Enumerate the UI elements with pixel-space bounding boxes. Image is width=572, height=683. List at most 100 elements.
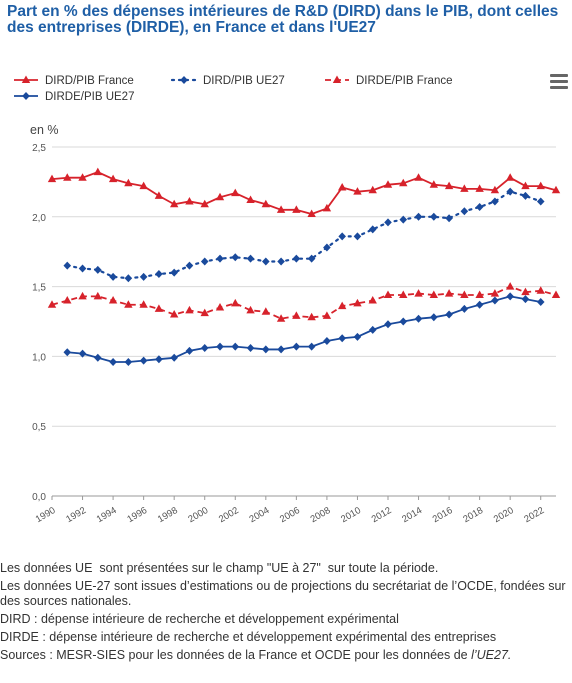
data-point [368,325,377,334]
data-point [536,286,545,294]
data-point [414,289,423,297]
data-point [368,225,377,234]
data-point [155,270,163,279]
data-point [124,178,133,187]
data-point [460,304,469,313]
data-point [445,310,453,319]
data-point [323,243,331,252]
legend-item-2: DIRDE/PIB France [325,75,453,87]
data-point [414,314,423,323]
data-point [63,348,72,357]
data-point [154,304,164,312]
series-line [66,190,542,280]
data-point [246,254,255,263]
data-point [353,187,362,195]
data-point [551,290,561,298]
x-tick-label: 1994 [95,505,119,525]
note-ue-scope: Les données UE sont présentées sur le ch… [0,561,439,575]
data-point [322,203,332,212]
data-point [430,313,438,322]
data-point [383,290,393,298]
data-point [109,357,117,366]
data-point [353,298,362,307]
data-point [384,320,392,329]
data-point [78,173,87,181]
data-point [231,188,240,197]
data-point [200,257,209,266]
data-point [63,296,72,304]
data-point [246,195,255,204]
sources-text: Sources : MESR-SIES pour les données de … [0,648,472,662]
data-point [475,184,484,192]
data-point [307,209,316,218]
x-tick-label: 1996 [125,505,149,525]
data-point [170,353,178,362]
x-tick-label: 1998 [156,505,180,525]
note-dird-definition: DIRD : dépense intérieure de recherche e… [0,612,399,626]
y-tick-label: 1,5 [32,283,46,294]
note-sources: Sources : MESR-SIES pour les données de … [0,648,572,663]
data-point [262,257,270,266]
data-point [307,312,316,321]
chart-axes: 0,0 0,5 1,0 1,5 2,0 2,5 en % 1990 1992 1994 1996 19… [30,123,556,525]
data-point [292,311,301,319]
data-point [261,199,271,208]
data-point [337,301,347,310]
data-point [338,232,346,241]
legend-item-1: DIRD/PIB UE27 [170,75,285,87]
data-point [246,344,255,353]
data-point [536,297,545,306]
data-point [460,290,469,298]
data-point [399,215,408,224]
x-tick-label: 2000 [186,505,210,525]
chart-title-line2: des entreprises (DIRDE), en France et da… [7,19,376,36]
data-point [139,356,148,365]
data-point [338,334,346,343]
legend-marker [22,92,30,100]
data-point [323,337,331,346]
data-point [521,181,530,190]
data-point [491,197,499,206]
data-point [93,167,103,176]
chart-series [47,167,561,366]
data-point [216,342,224,351]
data-point [200,199,209,208]
hamburger-menu-icon[interactable] [550,74,568,89]
line-chart: DIRD/PIB France DIRD/PIB UE27 DIRDE/PIB Fr… [14,75,561,525]
series-0 [47,167,561,218]
data-point [307,254,316,263]
data-point [231,342,240,351]
data-point [292,205,301,213]
data-point [47,174,57,183]
sources-italic: l’UE27. [471,648,512,662]
data-point [292,254,301,263]
data-point [261,307,271,315]
legend-label: DIRDE/PIB UE27 [45,91,134,103]
x-tick-label: 2006 [278,505,302,525]
y-tick-label: 1,0 [32,352,46,363]
data-point [277,257,285,266]
x-tick-label: 2004 [248,505,272,525]
data-point [169,310,179,318]
data-point [521,295,530,304]
data-point [322,311,332,319]
data-point [47,300,57,308]
data-point [505,173,515,181]
y-tick-label: 0,0 [32,492,46,503]
data-point [78,349,87,358]
legend-marker [332,75,342,83]
data-point [490,289,500,297]
series-line [51,285,557,320]
data-point [460,184,469,192]
legend-marker [21,75,31,83]
data-point [246,305,255,314]
data-point [215,192,225,201]
series-line [51,171,557,215]
x-tick-label: 2022 [522,505,546,525]
data-point [460,207,469,216]
data-point [78,291,87,300]
data-point [124,357,133,366]
data-point [399,317,408,326]
y-tick-label: 2,0 [32,213,46,224]
data-point [490,185,500,194]
